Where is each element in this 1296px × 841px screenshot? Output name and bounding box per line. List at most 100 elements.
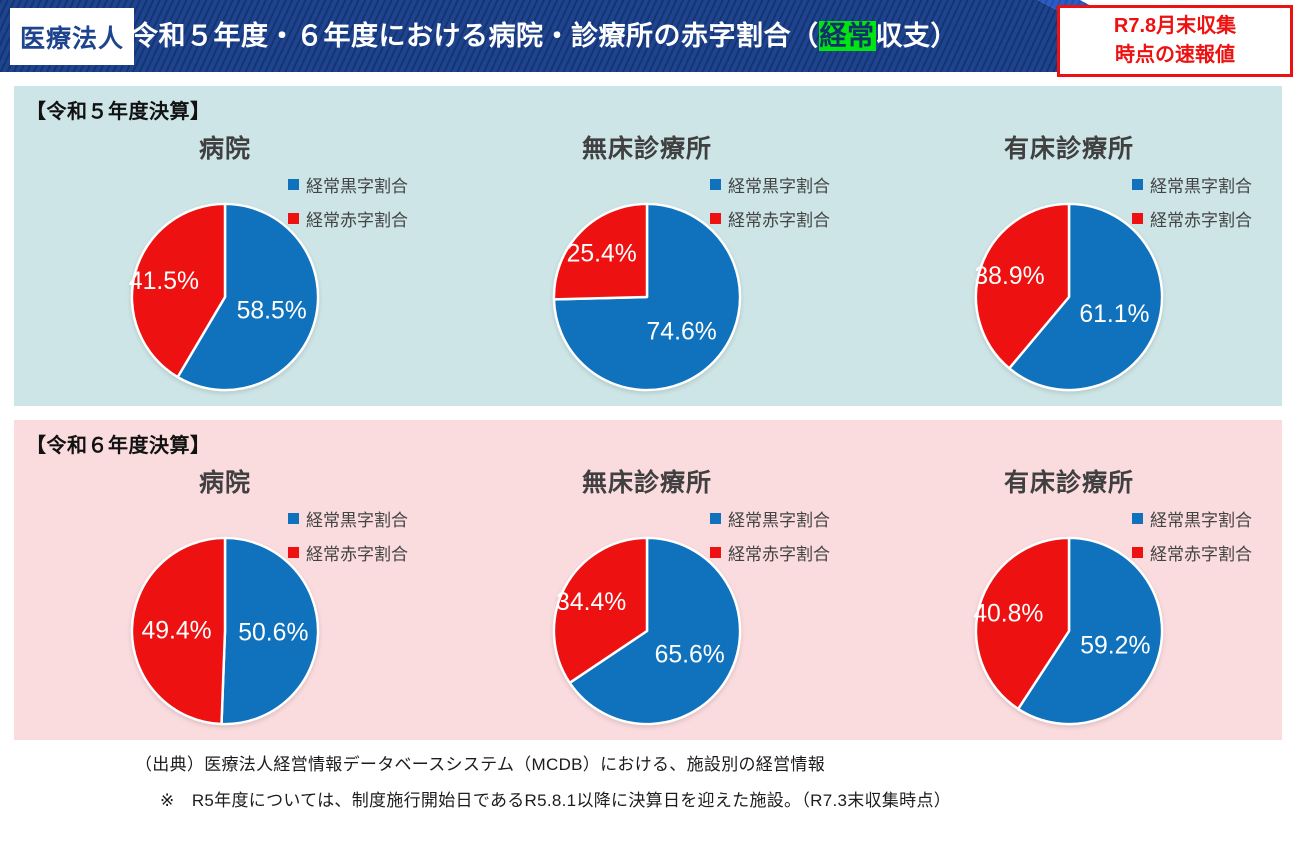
legend-label: 経常赤字割合 — [306, 211, 408, 230]
pie-value-label: 50.6% — [238, 620, 308, 647]
legend-label: 経常赤字割合 — [728, 211, 830, 230]
legend-item-surplus: 経常黒字割合 — [1132, 506, 1252, 531]
legend-item-surplus: 経常黒字割合 — [288, 506, 408, 531]
fy6-charts-row: 病院 経常黒字割合 経常赤字割合 50.6% 49.4% 無床診療所 経常黒字割合… — [14, 460, 1282, 742]
page-title-pre: 令和５年度・６年度における病院・診療所の赤字割合（ — [131, 21, 819, 51]
pie-slice — [176, 202, 320, 392]
pie-svg: 50.6% 49.4% — [130, 536, 320, 726]
surplus-swatch-icon — [1132, 513, 1143, 524]
legend: 経常黒字割合 経常赤字割合 — [710, 506, 830, 574]
chart-title: 有床診療所 — [1003, 469, 1134, 497]
pie-svg: 74.6% 25.4% — [552, 202, 742, 392]
fy6-section: 【令和６年度決算】 病院 経常黒字割合 経常赤字割合 50.6% 49.4% 無床… — [14, 420, 1282, 740]
pie-slice — [552, 202, 649, 301]
chart-title: 病院 — [198, 469, 251, 497]
chart-fy5-hospital: 病院 経常黒字割合 経常赤字割合 58.5% 41.5% — [14, 126, 436, 408]
deficit-swatch-icon — [710, 213, 721, 224]
pie-slice — [1016, 536, 1164, 726]
legend-item-surplus: 経常黒字割合 — [288, 172, 408, 197]
legend-item-deficit: 経常赤字割合 — [710, 206, 830, 231]
legend-label: 経常黒字割合 — [728, 177, 830, 196]
chart-fy5-clinic-no-beds: 無床診療所 経常黒字割合 経常赤字割合 74.6% 25.4% — [436, 126, 858, 408]
chart-fy5-clinic-with-beds: 有床診療所 経常黒字割合 経常赤字割合 61.1% 38.9% — [858, 126, 1280, 408]
chart-fy6-hospital: 病院 経常黒字割合 経常赤字割合 50.6% 49.4% — [14, 460, 436, 742]
legend-label: 経常黒字割合 — [1150, 177, 1252, 196]
pie-slice — [552, 202, 742, 392]
pie-value-label: 41.5% — [129, 268, 199, 295]
pie-chart: 59.2% 40.8% — [970, 532, 1168, 730]
chart-title: 病院 — [198, 135, 251, 163]
surplus-swatch-icon — [288, 179, 299, 190]
deficit-swatch-icon — [288, 213, 299, 224]
preliminary-note-line1: R7.8月末収集 — [1113, 15, 1237, 37]
deficit-swatch-icon — [1132, 213, 1143, 224]
legend: 経常黒字割合 経常赤字割合 — [1132, 506, 1252, 574]
legend-label: 経常黒字割合 — [306, 511, 408, 530]
surplus-swatch-icon — [1132, 179, 1143, 190]
chart-fy6-clinic-with-beds: 有床診療所 経常黒字割合 経常赤字割合 59.2% 40.8% — [858, 460, 1280, 742]
pie-value-label: 59.2% — [1080, 632, 1150, 659]
pie-value-label: 38.9% — [974, 263, 1044, 290]
pie-svg: 61.1% 38.9% — [974, 202, 1164, 392]
pie-value-label: 65.6% — [655, 641, 725, 668]
pie-svg: 58.5% 41.5% — [129, 202, 320, 392]
pie-slice — [974, 202, 1071, 370]
fy5-section: 【令和５年度決算】 病院 経常黒字割合 経常赤字割合 58.5% 41.5% 無床… — [14, 86, 1282, 406]
legend-item-deficit: 経常赤字割合 — [1132, 206, 1252, 231]
legend: 経常黒字割合 経常赤字割合 — [288, 506, 408, 574]
legend-item-deficit: 経常赤字割合 — [288, 206, 408, 231]
pie-value-label: 34.4% — [556, 589, 626, 616]
pie-slice — [1007, 202, 1164, 392]
surplus-swatch-icon — [288, 513, 299, 524]
ministry-badge: 医療法人 — [10, 8, 135, 65]
legend: 経常黒字割合 経常赤字割合 — [1132, 172, 1252, 240]
deficit-swatch-icon — [1132, 547, 1143, 558]
pie-value-label: 61.1% — [1079, 301, 1149, 328]
deficit-swatch-icon — [710, 547, 721, 558]
legend: 経常黒字割合 経常赤字割合 — [710, 172, 830, 240]
title-bar-background — [0, 0, 1172, 72]
chart-title: 無床診療所 — [581, 469, 712, 497]
pie-chart: 74.6% 25.4% — [548, 198, 746, 396]
footnote-line: ※ R5年度については、制度施行開始日であるR5.8.1以降に決算日を迎えた施設… — [160, 791, 952, 810]
chart-title: 無床診療所 — [581, 135, 712, 163]
pie-slice — [130, 536, 227, 726]
pie-value-label: 40.8% — [973, 601, 1043, 628]
pie-slice — [552, 536, 649, 685]
pie-value-label: 25.4% — [567, 240, 637, 267]
pie-svg: 59.2% 40.8% — [973, 536, 1164, 726]
pie-value-label: 74.6% — [647, 318, 717, 345]
preliminary-note-line2: 時点の速報値 — [1115, 44, 1235, 66]
footer-notes: （出典）医療法人経営情報データベースシステム（MCDB）における、施設別の経営情… — [135, 750, 951, 822]
pie-chart: 58.5% 41.5% — [126, 198, 324, 396]
fy5-charts-row: 病院 経常黒字割合 経常赤字割合 58.5% 41.5% 無床診療所 経常黒字割合… — [14, 126, 1282, 408]
pie-slice — [130, 202, 227, 379]
legend-label: 経常赤字割合 — [1150, 211, 1252, 230]
pie-svg: 65.6% 34.4% — [552, 536, 742, 726]
pie-value-label: 58.5% — [237, 297, 307, 324]
surplus-swatch-icon — [710, 513, 721, 524]
page-title-post: 収支） — [875, 21, 958, 51]
chart-title: 有床診療所 — [1003, 135, 1134, 163]
fy5-section-heading: 【令和５年度決算】 — [26, 101, 211, 123]
deficit-swatch-icon — [288, 547, 299, 558]
legend-item-deficit: 経常赤字割合 — [288, 540, 408, 565]
legend-label: 経常黒字割合 — [306, 177, 408, 196]
surplus-swatch-icon — [710, 179, 721, 190]
chart-fy6-clinic-no-beds: 無床診療所 経常黒字割合 経常赤字割合 65.6% 34.4% — [436, 460, 858, 742]
legend-item-surplus: 経常黒字割合 — [710, 506, 830, 531]
legend-item-deficit: 経常赤字割合 — [710, 540, 830, 565]
pie-slice — [974, 536, 1071, 711]
pie-chart: 65.6% 34.4% — [548, 532, 746, 730]
legend-label: 経常赤字割合 — [728, 545, 830, 564]
legend-label: 経常赤字割合 — [306, 545, 408, 564]
legend-label: 経常黒字割合 — [1150, 511, 1252, 530]
pie-chart: 61.1% 38.9% — [970, 198, 1168, 396]
legend: 経常黒字割合 経常赤字割合 — [288, 172, 408, 240]
legend-label: 経常黒字割合 — [728, 511, 830, 530]
fy6-section-heading: 【令和６年度決算】 — [26, 435, 211, 457]
pie-chart: 50.6% 49.4% — [126, 532, 324, 730]
title-bar: 医療法人 令和５年度・６年度における病院・診療所の赤字割合（経常収支） R7.8… — [0, 0, 1296, 78]
legend-item-surplus: 経常黒字割合 — [1132, 172, 1252, 197]
